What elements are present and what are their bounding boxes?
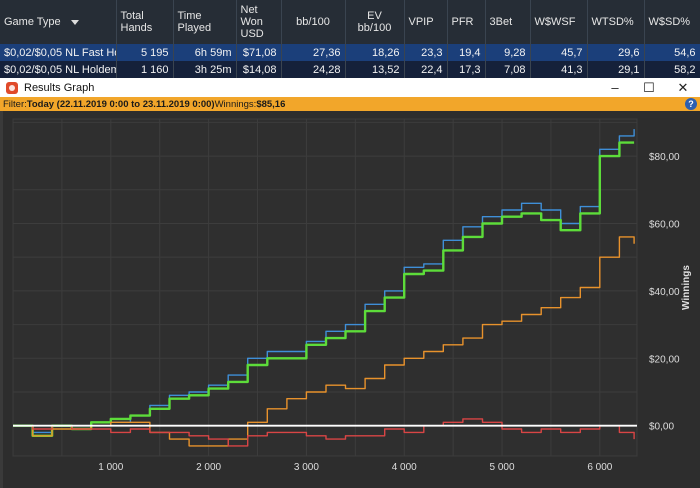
- filter-bar[interactable]: Filter: Today (22.11.2019 0:00 to 23.11.…: [0, 97, 700, 111]
- column-header-time-played[interactable]: Time Played: [173, 0, 237, 44]
- filter-range: Today (22.11.2019 0:00 to 23.11.2019 0:0…: [26, 98, 215, 110]
- app-logo-icon: [6, 81, 18, 94]
- cell-3bet: 9,28: [485, 44, 531, 61]
- plot-area: [12, 118, 638, 457]
- x-tick-label: 1 000: [98, 462, 123, 473]
- column-header-pfr[interactable]: PFR: [447, 0, 486, 44]
- y-tick-label: $20,00: [649, 354, 680, 365]
- cell-total-hands: 5 195: [116, 44, 174, 61]
- x-tick-label: 5 000: [490, 462, 515, 473]
- cell-ev-bb100: 18,26: [345, 44, 405, 61]
- table-row[interactable]: $0,02/$0,05 NL Fast Hold 5 195 6h 59m $7…: [0, 44, 700, 61]
- column-header-total-hands[interactable]: Total Hands: [116, 0, 174, 44]
- cell-game-type: $0,02/$0,05 NL Fast Hold: [0, 44, 117, 61]
- table-row[interactable]: $0,02/$0,05 NL Holdem 1 160 3h 25m $14,0…: [0, 61, 700, 78]
- column-header-3bet[interactable]: 3Bet: [485, 0, 531, 44]
- stats-table: Game Type Total Hands Time Played Net Wo…: [0, 0, 700, 78]
- column-header-vpip[interactable]: VPIP: [404, 0, 448, 44]
- x-tick-label: 2 000: [196, 462, 221, 473]
- minimize-button[interactable]: –: [611, 80, 619, 95]
- x-tick-label: 4 000: [392, 462, 417, 473]
- column-header-ev-bb100[interactable]: EV bb/100: [345, 0, 405, 44]
- y-tick-label: $60,00: [649, 219, 680, 230]
- y-tick-label: $80,00: [649, 152, 680, 163]
- cell-vpip: 23,3: [404, 44, 448, 61]
- y-axis: $0,00 $20,00 $40,00 $60,00 $80,00: [649, 152, 680, 433]
- x-tick-label: 6 000: [587, 462, 612, 473]
- maximize-button[interactable]: ☐: [643, 79, 655, 95]
- cell-wtsd: 29,1: [587, 61, 645, 78]
- series-line: [13, 141, 635, 437]
- column-header-label: Game Type: [4, 16, 61, 28]
- results-graph[interactable]: $0,00 $20,00 $40,00 $60,00 $80,00 1 000 2 000…: [0, 111, 700, 488]
- chart-series: [13, 129, 637, 447]
- cell-time-played: 6h 59m: [173, 44, 237, 61]
- y-axis-label: Winnings: [681, 265, 692, 310]
- column-header-wwsf[interactable]: W$WSF: [530, 0, 588, 44]
- results-chart[interactable]: $0,00 $20,00 $40,00 $60,00 $80,00 1 000 2 000…: [3, 111, 700, 488]
- column-header-bb100[interactable]: bb/100: [281, 0, 346, 44]
- cell-time-played: 3h 25m: [173, 61, 237, 78]
- cell-bb100: 24,28: [281, 61, 346, 78]
- cell-pfr: 17,3: [447, 61, 486, 78]
- cell-wwsf: 41,3: [530, 61, 588, 78]
- cell-wwsf: 45,7: [530, 44, 588, 61]
- cell-bb100: 27,36: [281, 44, 346, 61]
- winnings-label: Winnings:: [214, 98, 257, 110]
- cell-vpip: 22,4: [404, 61, 448, 78]
- winnings-value: $85,16: [256, 98, 286, 110]
- cell-pfr: 19,4: [447, 44, 486, 61]
- window-title: Results Graph: [24, 81, 95, 94]
- x-axis: 1 000 2 000 3 000 4 000 5 000 6 000: [98, 462, 612, 473]
- cell-net-won: $71,08: [236, 44, 282, 61]
- filter-label: Filter:: [3, 98, 27, 110]
- cell-net-won: $14,08: [236, 61, 282, 78]
- cell-3bet: 7,08: [485, 61, 531, 78]
- column-header-net-won[interactable]: Net Won USD: [236, 0, 282, 44]
- window-titlebar[interactable]: Results Graph – ☐ ✕: [0, 78, 700, 97]
- series-line: [13, 236, 635, 447]
- y-tick-label: $0,00: [649, 422, 674, 433]
- cell-game-type: $0,02/$0,05 NL Holdem: [0, 61, 117, 78]
- y-tick-label: $40,00: [649, 287, 680, 298]
- column-header-wsd[interactable]: W$SD%: [644, 0, 700, 44]
- close-button[interactable]: ✕: [677, 79, 689, 95]
- cell-ev-bb100: 13,52: [345, 61, 405, 78]
- help-icon[interactable]: ?: [685, 98, 697, 110]
- cell-wsd: 58,2: [644, 61, 700, 78]
- x-tick-label: 3 000: [294, 462, 319, 473]
- cell-total-hands: 1 160: [116, 61, 174, 78]
- series-line: [13, 418, 635, 447]
- cell-wsd: 54,6: [644, 44, 700, 61]
- chart-grid: [12, 118, 638, 457]
- cell-wtsd: 29,6: [587, 44, 645, 61]
- column-header-game-type[interactable]: Game Type: [0, 0, 117, 44]
- column-header-wtsd[interactable]: WTSD%: [587, 0, 645, 44]
- sort-desc-icon[interactable]: [70, 19, 79, 25]
